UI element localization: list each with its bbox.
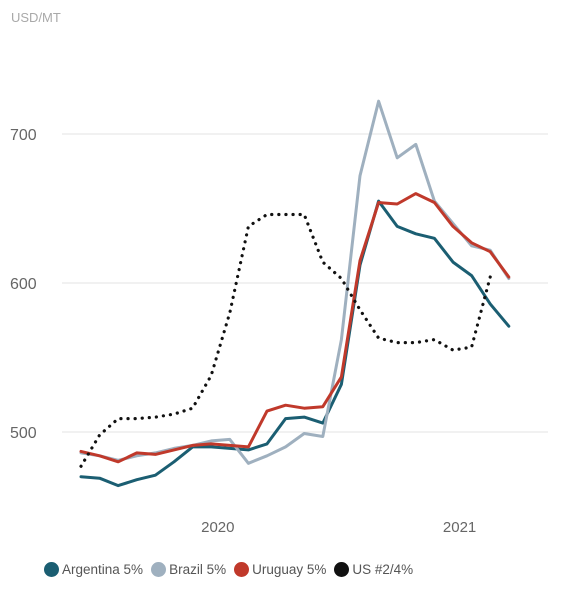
legend-label: Argentina 5% [62, 562, 144, 577]
legend-label: Uruguay 5% [252, 562, 327, 577]
series-line-brazil-5 [79, 99, 511, 465]
x-tick-label: 2020 [201, 519, 234, 536]
legend-item: Uruguay 5% [234, 562, 326, 577]
series-line-argentina-5 [79, 199, 511, 488]
y-tick-label: 600 [10, 276, 37, 293]
x-tick-label: 2021 [443, 519, 476, 536]
legend-swatch [151, 562, 167, 577]
y-axis-unit-label: USD/MT [11, 10, 61, 25]
legend-item: US #2/4% [334, 562, 413, 577]
legend-item: Brazil 5% [151, 562, 226, 577]
series-line-uruguay-5 [79, 192, 511, 464]
legend: Argentina 5% Brazil 5% Uruguay 5% US #2/4% [44, 562, 421, 577]
series-line-us-2-4 [79, 212, 492, 468]
legend-label: Brazil 5% [169, 562, 227, 577]
legend-swatch [234, 562, 250, 577]
y-tick-label: 700 [10, 127, 37, 144]
legend-label: US #2/4% [352, 562, 414, 577]
legend-swatch [334, 562, 350, 577]
legend-item: Argentina 5% [44, 562, 143, 577]
legend-swatch [44, 562, 59, 577]
y-tick-label: 500 [10, 425, 37, 442]
